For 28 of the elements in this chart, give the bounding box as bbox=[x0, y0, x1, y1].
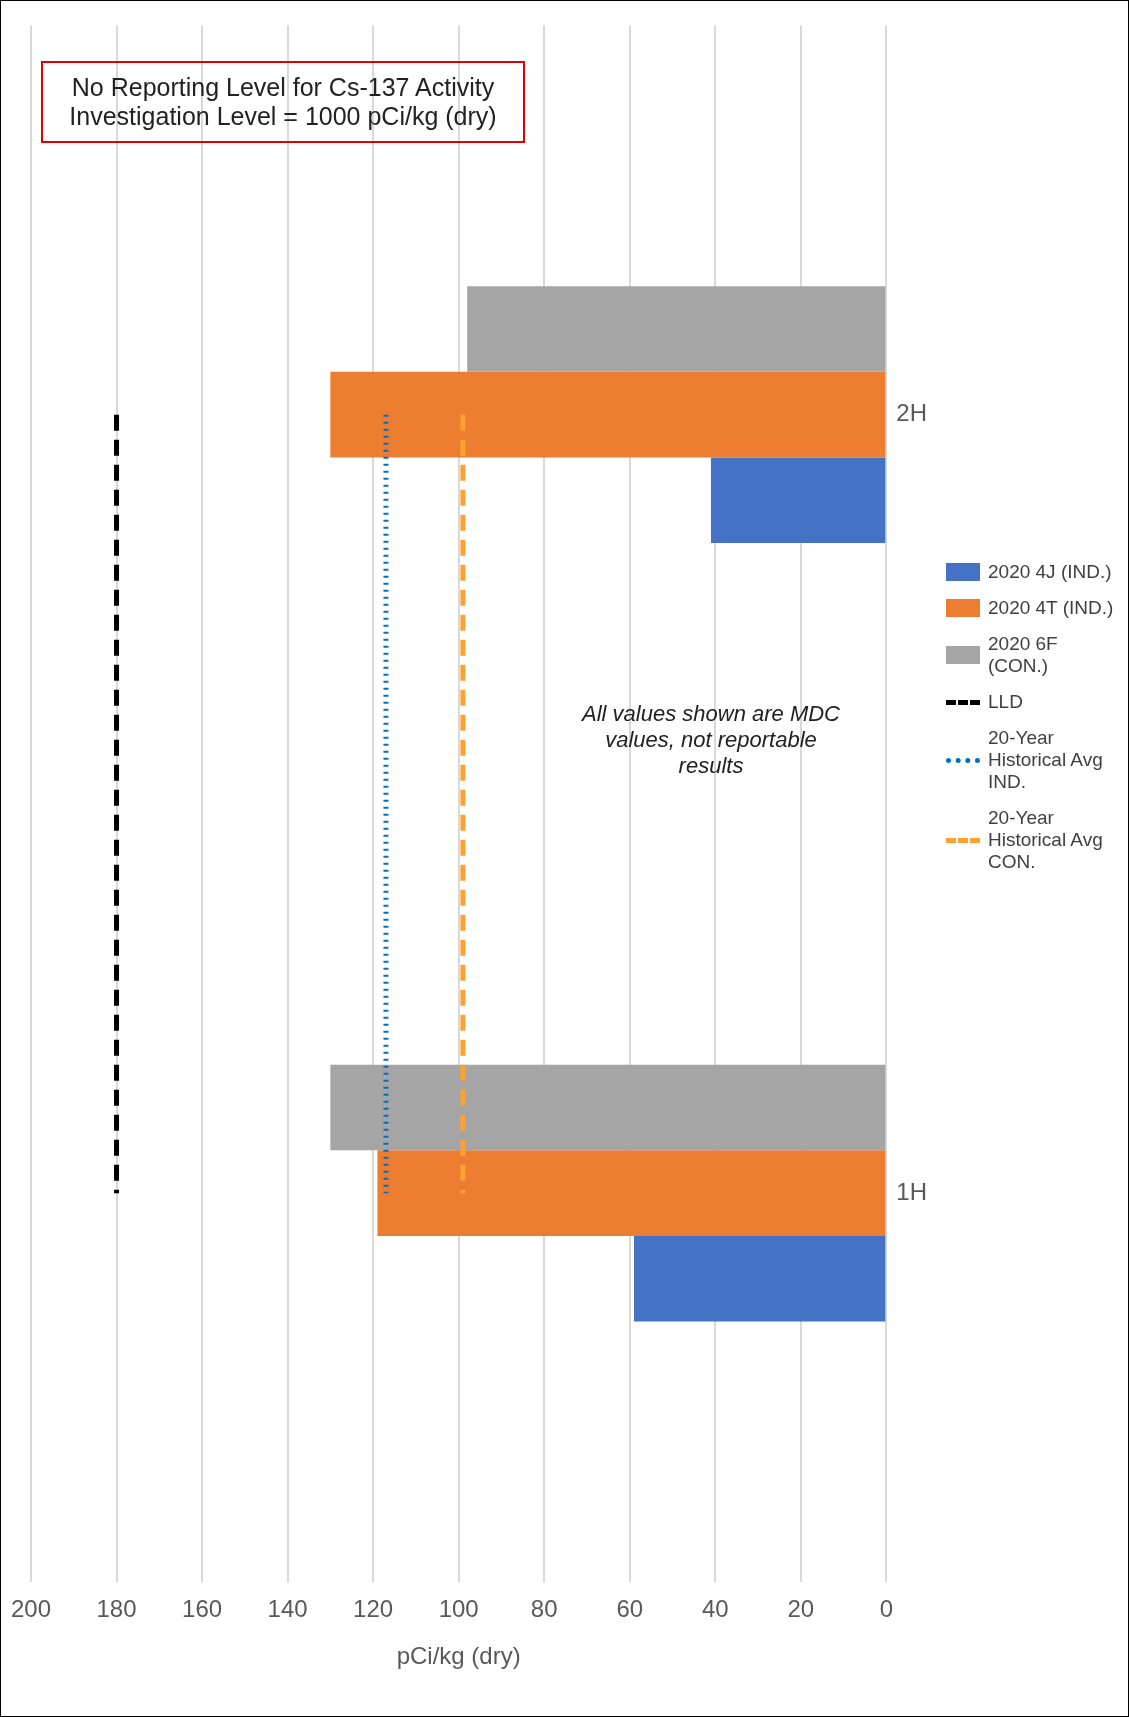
bar bbox=[710, 457, 886, 544]
x-tick-label: 20 bbox=[787, 1595, 815, 1623]
x-tick-label: 100 bbox=[438, 1595, 479, 1623]
legend-label: 2020 4J (IND.) bbox=[988, 561, 1112, 583]
x-axis-title: pCi/kg (dry) bbox=[396, 1642, 521, 1670]
bar bbox=[330, 1064, 886, 1151]
x-tick-label: 140 bbox=[267, 1595, 308, 1623]
legend-label: LLD bbox=[988, 691, 1023, 713]
annotation: All values shown are MDC values, not reportable results bbox=[580, 701, 841, 779]
legend-label: 20-Year Historical Avg CON. bbox=[988, 807, 1104, 873]
legend-label: 2020 6F (CON.) bbox=[988, 633, 1059, 677]
bar bbox=[330, 371, 886, 458]
x-tick-label: 0 bbox=[879, 1595, 893, 1623]
y-tick-label: 2H bbox=[896, 399, 928, 427]
bar bbox=[467, 286, 886, 372]
x-tick-label: 40 bbox=[701, 1595, 729, 1623]
bar bbox=[634, 1235, 886, 1322]
x-tick-label: 160 bbox=[182, 1595, 223, 1623]
bar bbox=[377, 1150, 886, 1236]
annotation: No Reporting Level for Cs-137 Activity Investigation Level = 1000 pCi/kg (dry) bbox=[41, 61, 525, 143]
x-tick-label: 80 bbox=[530, 1595, 558, 1623]
y-tick-label: 1H bbox=[896, 1177, 928, 1205]
x-tick-label: 60 bbox=[616, 1595, 644, 1623]
x-tick-label: 200 bbox=[10, 1595, 52, 1623]
x-tick-label: 120 bbox=[353, 1595, 394, 1623]
x-tick-label: 180 bbox=[96, 1595, 137, 1623]
legend-label: 20-Year Historical Avg IND. bbox=[988, 727, 1104, 793]
legend-label: 2020 4T (IND.) bbox=[988, 597, 1114, 619]
